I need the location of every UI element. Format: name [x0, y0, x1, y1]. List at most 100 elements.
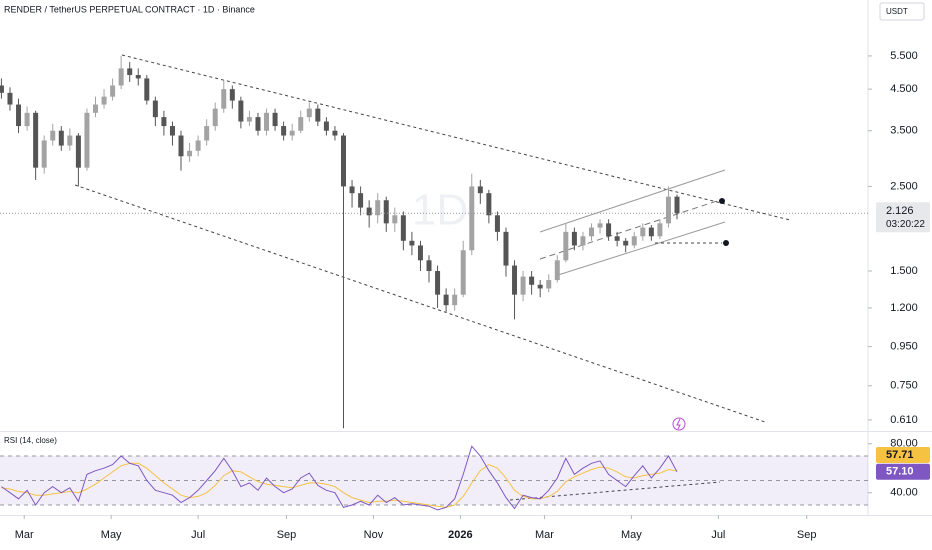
y-tick-label: 2.500	[890, 180, 918, 192]
rsi-ma-value: 57.71	[886, 449, 914, 461]
candle-body	[306, 108, 312, 118]
candle-body	[101, 96, 107, 105]
candle-body	[340, 135, 346, 187]
y-tick-label: 4.500	[890, 83, 918, 95]
candle-body	[469, 186, 475, 251]
candle-body	[648, 227, 654, 237]
candle-body	[588, 227, 594, 237]
candle-body	[554, 260, 560, 281]
candle-body	[127, 68, 133, 76]
candle-body	[503, 231, 509, 266]
x-tick-label: Sep	[797, 529, 817, 541]
candle-body	[0, 85, 4, 93]
candle-body	[409, 240, 415, 246]
rsi-trendline	[509, 481, 721, 501]
candle-body	[640, 227, 646, 237]
rsi-line	[1, 445, 678, 511]
candle-body	[58, 130, 64, 146]
candle-body	[665, 196, 671, 224]
candle-body	[315, 108, 321, 122]
candle-body	[264, 112, 270, 131]
candle-body	[152, 100, 158, 118]
candle-body	[298, 117, 304, 131]
candles	[0, 55, 680, 429]
candle-body	[537, 284, 543, 289]
candle-body	[494, 215, 500, 232]
y-tick-label: 1.200	[890, 302, 918, 314]
currency-box[interactable]	[879, 2, 925, 21]
candle-body	[597, 223, 603, 228]
chart-title: RENDER / TetherUS PERPETUAL CONTRACT · 1…	[4, 4, 255, 14]
candle-body	[169, 126, 175, 136]
candle-body	[50, 130, 56, 141]
y-tick-label: 5.500	[890, 50, 918, 62]
candle-body	[41, 140, 47, 168]
candle-body	[366, 207, 372, 216]
candle-body	[33, 112, 39, 168]
x-tick-label: May	[101, 529, 122, 541]
last-price-label: 2.126	[886, 205, 914, 217]
candle-body	[623, 240, 629, 246]
drawings	[74, 54, 791, 501]
candle-body	[110, 85, 116, 97]
watermark: 1D	[412, 186, 468, 235]
currency[interactable]: USDT	[886, 7, 908, 16]
event-icon-bolt	[676, 418, 681, 430]
candle-body	[657, 223, 663, 237]
candle-body	[631, 236, 637, 246]
x-tick-label: 2026	[448, 529, 472, 541]
candle-body	[229, 89, 235, 101]
countdown: 03:20:22	[886, 219, 925, 230]
last-price-box	[876, 202, 930, 233]
x-tick-label: Mar	[15, 529, 34, 541]
event-icon[interactable]	[672, 417, 686, 431]
candle-body	[281, 126, 287, 136]
candle-body	[332, 130, 338, 136]
eye-icon[interactable]	[723, 240, 729, 246]
candle-body	[16, 104, 22, 127]
candle-body	[84, 112, 90, 168]
y-tick-label: 0.610	[890, 414, 918, 426]
candle-body	[460, 250, 466, 295]
candle-body	[349, 186, 355, 194]
candle-body	[417, 245, 423, 261]
candle-body	[426, 260, 432, 271]
candle-body	[435, 270, 441, 295]
candle-body	[7, 92, 13, 105]
channel-midline	[539, 199, 721, 260]
y-tick-label: 40.00	[890, 487, 918, 499]
rsi-line	[1, 462, 678, 508]
rsi-box	[876, 463, 930, 480]
candle-body	[24, 112, 30, 127]
candle-body	[195, 140, 201, 151]
candle-body	[144, 78, 150, 101]
candle-body	[118, 68, 124, 86]
candle-body	[246, 117, 252, 122]
y-tick-label: 1.500	[890, 265, 918, 277]
x-tick-label: Nov	[364, 529, 384, 541]
candle-body	[571, 231, 577, 246]
candle-body	[212, 108, 218, 127]
candle-body	[255, 117, 261, 131]
candle-body	[400, 215, 406, 241]
x-tick-label: Mar	[535, 529, 554, 541]
candle-body	[606, 223, 612, 237]
candle-body	[358, 193, 364, 208]
x-tick-label: Jul	[191, 529, 205, 541]
x-tick-label: Jul	[711, 529, 725, 541]
candle-body	[75, 135, 81, 168]
x-tick-label: May	[621, 529, 642, 541]
candle-body	[486, 193, 492, 216]
candle-body	[529, 276, 535, 285]
candle-body	[580, 236, 586, 246]
candle-body	[204, 126, 210, 141]
channel-line	[554, 221, 726, 277]
rsi-title: RSI (14, close)	[4, 436, 57, 445]
candle-body	[272, 112, 278, 127]
eye-icon[interactable]	[719, 198, 725, 204]
candle-body	[674, 196, 680, 214]
candle-body	[161, 117, 167, 127]
candle-body	[477, 186, 483, 194]
